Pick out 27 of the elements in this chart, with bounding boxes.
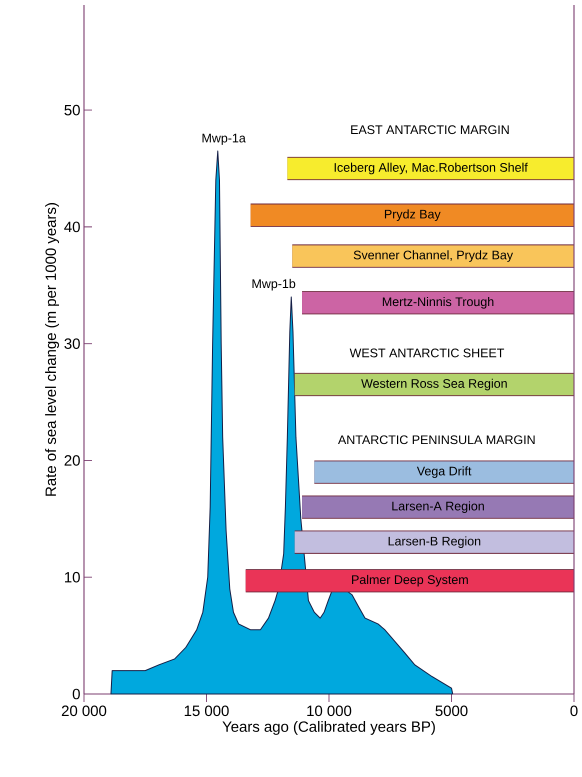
y-axis-title: Rate of sea level change (m per 1000 years)	[45, 203, 60, 496]
y-tick-label: 50	[64, 104, 80, 116]
annotation: WEST ANTARCTIC SHEET	[350, 348, 504, 358]
x-tick-label: 10 000	[307, 706, 352, 716]
series-label: Palmer Deep System	[352, 574, 468, 587]
series-label: Svenner Channel, Prydz Bay	[354, 250, 514, 262]
series-label: Iceberg Alley, Mac.Robertson Shelf	[334, 162, 528, 174]
y-tick-label: 10	[64, 572, 80, 583]
y-tick-label: 0	[72, 688, 80, 700]
annotation: Mwp-1b	[252, 278, 296, 291]
y-tick-label: 30	[64, 338, 80, 349]
x-tick-label: 15 000	[184, 706, 229, 716]
y-tick-label: 40	[64, 222, 80, 232]
series-label: Larsen-A Region	[392, 501, 484, 513]
series-label: Western Ross Sea Region	[361, 378, 507, 390]
x-axis-title: Years ago (Calibrated years BP)	[222, 720, 435, 735]
annotation: Mwp-1a	[202, 134, 246, 145]
y-tick-label: 20	[64, 455, 80, 466]
annotation: ANTARCTIC PENINSULA MARGIN	[338, 435, 535, 444]
series-label: Larsen-B Region	[388, 536, 480, 548]
annotation: EAST ANTARCTIC MARGIN	[351, 125, 509, 134]
x-tick-label: 20 000	[62, 706, 106, 716]
series-label: Vega Drift	[416, 466, 472, 478]
x-tick-label: 0	[570, 706, 578, 716]
series-label: Prydz Bay	[384, 209, 441, 221]
series-label: Mertz-Ninnis Trough	[382, 296, 494, 309]
x-tick-label: 5000	[435, 706, 468, 716]
